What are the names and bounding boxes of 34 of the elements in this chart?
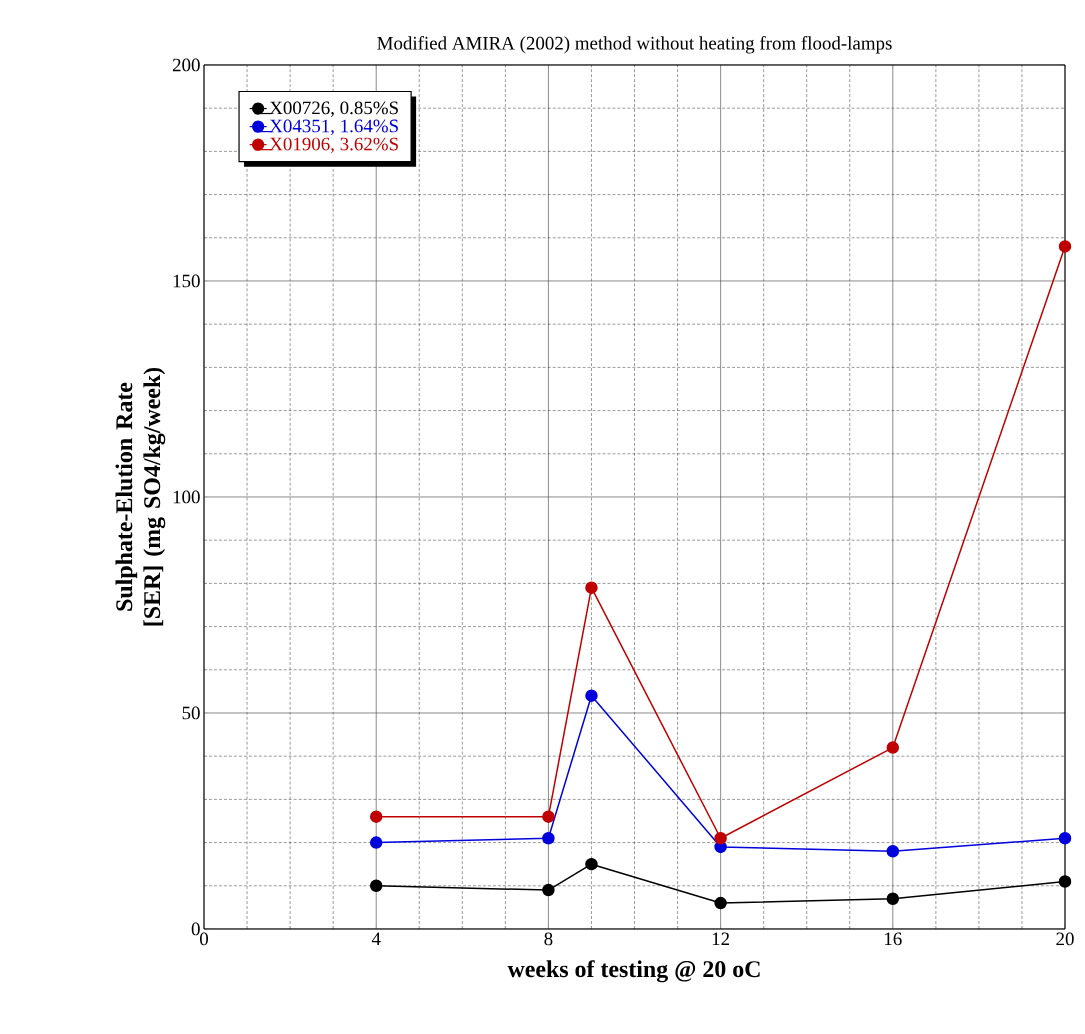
x-tick-label: 0 <box>200 932 209 946</box>
point <box>542 883 555 897</box>
point <box>542 810 555 823</box>
point <box>886 844 900 858</box>
chart-title: Modified AMIRA (2002) method without heating from flood-lamps <box>377 36 892 54</box>
point <box>369 810 383 823</box>
point <box>714 896 727 910</box>
x-tick-label: 12 <box>712 932 730 946</box>
point <box>369 836 383 849</box>
point <box>585 581 598 594</box>
x-axis-title: weeks of testing @ 20 oC <box>507 960 760 983</box>
point <box>1058 875 1072 888</box>
point <box>886 892 900 905</box>
x-tick-label: 20 <box>1056 932 1074 946</box>
y-tick-label: 150 <box>173 274 200 288</box>
legend-label: X01906, 3.62%S <box>269 137 398 154</box>
point <box>886 741 900 754</box>
y-tick-label: 0 <box>191 922 200 936</box>
x-tick-label: 16 <box>885 932 902 946</box>
y-tick-label: 100 <box>173 490 200 504</box>
y-tick-label: 200 <box>172 58 200 72</box>
point <box>542 832 555 845</box>
point <box>585 857 598 871</box>
point <box>585 689 598 702</box>
y-tick-label: 50 <box>182 706 200 720</box>
point <box>1058 240 1072 253</box>
x-tick-label: 8 <box>544 932 553 946</box>
x-tick-label: 4 <box>371 932 381 945</box>
point <box>369 879 383 893</box>
legend-label: X00726, 0.85%S <box>269 101 398 117</box>
point <box>714 832 727 845</box>
point <box>1058 832 1072 845</box>
legend-label: X04351, 1.64%S <box>269 119 398 136</box>
y-axis-title: Sulphate-Elution Rate [SER] (mg SO4/kg/week) <box>115 367 166 626</box>
